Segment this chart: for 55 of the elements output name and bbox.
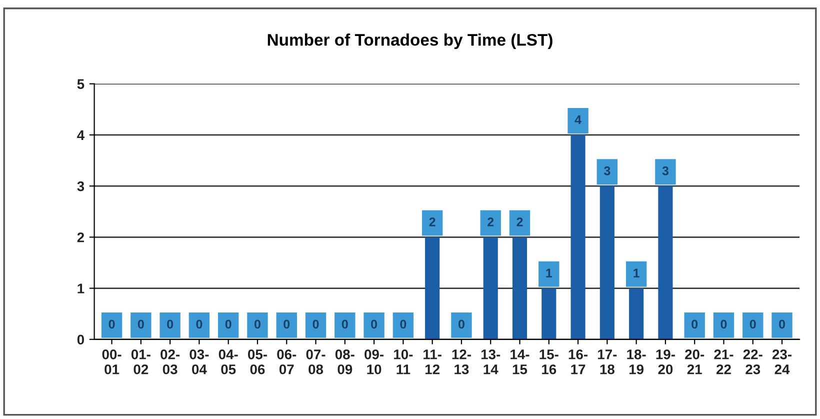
x-tick-label: 00- 01 [102, 349, 122, 374]
x-tick-label: 04- 05 [218, 349, 238, 374]
y-tick-label: 4 [77, 130, 85, 140]
data-label: 0 [225, 320, 232, 329]
x-tick-label: 08- 09 [335, 349, 354, 374]
data-label: 0 [371, 320, 378, 329]
data-label: 2 [429, 218, 436, 226]
data-label: 0 [108, 320, 115, 329]
data-label: 0 [779, 320, 785, 329]
data-label: 3 [604, 166, 610, 176]
y-tick-label: 5 [77, 79, 84, 89]
data-label: 3 [662, 166, 668, 176]
data-label: 0 [750, 320, 756, 329]
x-tick-label: 14- 15 [510, 350, 530, 374]
x-tick-label: 06- 07 [277, 349, 296, 374]
x-tick-label: 05- 06 [248, 349, 267, 374]
x-tick-label: 21- 22 [714, 349, 734, 374]
data-label: 0 [342, 320, 348, 329]
x-tick-label: 13- 14 [481, 349, 500, 374]
data-label: 0 [692, 320, 698, 329]
x-tick-label: 20- 21 [685, 349, 704, 374]
x-tick-label: 03- 04 [190, 349, 209, 374]
y-tick-label: 0 [77, 334, 84, 345]
y-tick-label: 3 [77, 181, 84, 192]
x-tick-label: 15- 16 [540, 350, 558, 374]
data-label: 2 [488, 218, 494, 226]
data-label: 0 [458, 320, 464, 329]
y-tick-label: 1 [78, 284, 84, 294]
y-tick-label: 2 [77, 232, 84, 242]
data-label: 0 [400, 320, 406, 329]
x-tick-label: 11- 12 [424, 350, 442, 374]
x-tick-label: 22- 23 [743, 349, 762, 374]
data-label: 0 [167, 320, 174, 329]
data-label: 1 [634, 268, 640, 278]
x-tick-label: 18- 19 [627, 349, 646, 374]
data-label: 0 [196, 320, 202, 329]
x-tick-label: 23- 24 [772, 349, 792, 374]
data-label: 0 [284, 320, 290, 329]
x-tick-label: 19- 20 [656, 349, 675, 374]
data-label: 1 [546, 268, 552, 278]
x-tick-label: 10- 11 [394, 349, 413, 374]
data-label: 0 [312, 320, 319, 329]
x-tick-label: 12- 13 [452, 349, 471, 374]
data-label: 0 [254, 320, 260, 329]
x-tick-label: 17- 18 [598, 350, 617, 374]
data-label: 4 [574, 115, 582, 124]
x-tick-label: 07- 08 [306, 349, 326, 374]
chart-title: Number of Tornadoes by Time (LST) [268, 34, 552, 50]
data-label: 2 [516, 218, 523, 226]
x-tick-label: 16- 17 [568, 349, 588, 374]
x-tick-label: 09- 10 [364, 349, 384, 374]
data-label: 0 [720, 320, 727, 329]
data-label: 0 [138, 320, 144, 329]
x-tick-label: 02- 03 [160, 349, 180, 374]
x-tick-label: 01- 02 [131, 349, 150, 374]
